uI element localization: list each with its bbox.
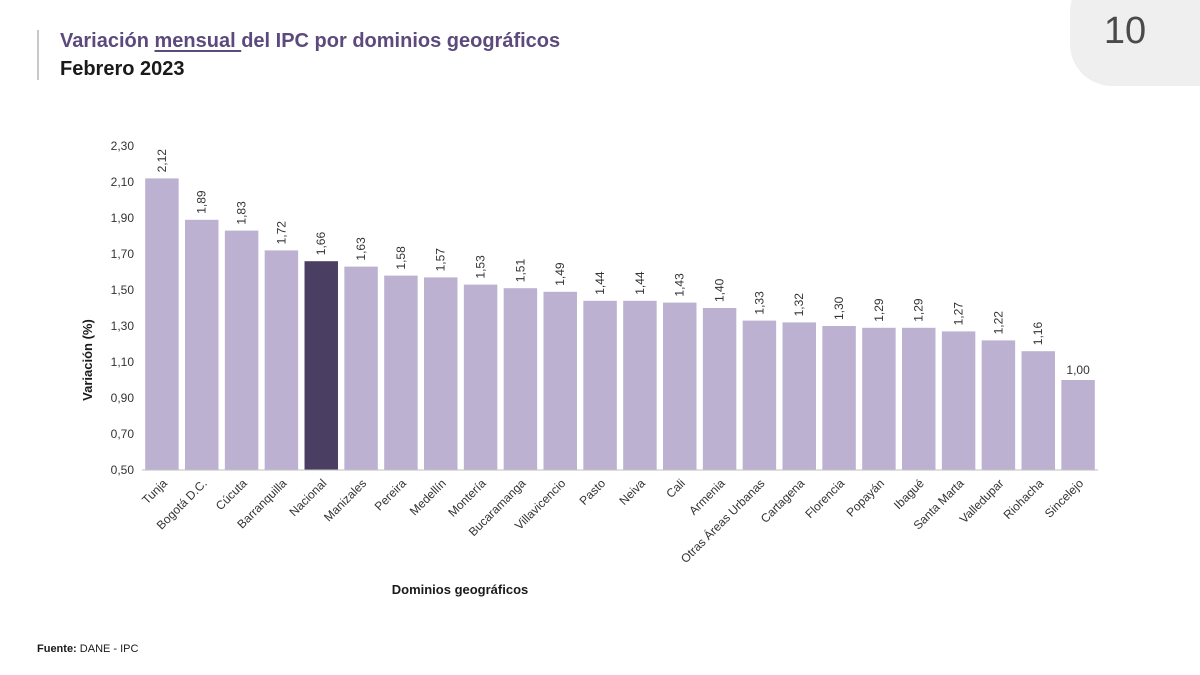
header-accent-bar [37,30,39,80]
bar-value-label: 1,72 [274,221,288,245]
bar [304,261,338,470]
bar [145,178,179,470]
bar-value-label: 1,43 [673,273,687,297]
y-tick-label: 2,30 [111,139,135,153]
bar [384,275,418,470]
bar-value-label: 1,89 [195,190,209,214]
bar-value-label: 1,53 [474,255,488,279]
bar-value-label: 1,16 [1031,322,1045,346]
bar [902,327,936,470]
bar [822,326,856,470]
bar [1021,351,1055,470]
bar [344,266,378,470]
page-number-tab [1070,0,1200,86]
bar [623,300,657,470]
x-tick-label: Cartagena [758,476,808,526]
y-tick-label: 0,70 [111,427,135,441]
title-part-2: del IPC por dominios geográficos [241,30,561,52]
bar [503,288,538,470]
bar [702,308,737,470]
bar [264,250,299,470]
y-tick-label: 2,10 [111,175,135,189]
bar-value-label: 1,66 [314,232,328,256]
bar [862,327,896,470]
bar-value-label: 2,12 [155,149,169,173]
page-title: Variación mensual del IPC por dominios g… [60,30,560,53]
bar [981,340,1016,470]
page-number: 10 [1103,10,1147,52]
x-tick-label: Tunja [139,476,170,507]
bar [543,291,577,470]
x-axis-title: Dominios geográficos [392,582,529,597]
bar-value-label: 1,83 [235,201,249,225]
title-underlined-word: mensual [154,30,242,52]
bar [663,302,697,470]
bar [424,277,458,470]
y-tick-label: 0,90 [111,391,135,405]
source-label: Fuente: [37,643,77,655]
title-part-1: Variación [60,30,155,52]
y-axis-title: Variación (%) [80,319,95,401]
bar [583,300,617,470]
x-tick-label: Riohacha [1001,476,1047,522]
y-tick-label: 1,70 [111,247,135,261]
bar-value-label: 1,30 [832,296,846,320]
x-tick-label: Cali [663,476,688,501]
x-tick-label: Pereira [372,476,409,513]
bar [224,230,259,470]
source-text: DANE - IPC [76,643,139,655]
y-tick-label: 1,30 [111,319,135,333]
bar-value-label: 1,51 [513,259,527,283]
bar-value-label: 1,58 [394,246,408,270]
bar-value-label: 1,27 [952,302,966,326]
y-tick-label: 1,10 [111,355,135,369]
x-tick-label: Neiva [616,476,648,508]
x-tick-label: Popayán [844,476,887,519]
x-tick-label: Ibagué [891,476,927,512]
y-tick-label: 1,90 [111,211,135,225]
bar [463,284,498,470]
bar-value-label: 1,49 [553,262,567,286]
bar-value-label: 1,44 [633,271,647,295]
x-tick-label: Cúcuta [213,476,250,513]
x-tick-label: Pasto [577,476,609,508]
x-tick-label: Manizales [321,476,369,524]
bar-value-label: 1,22 [991,311,1005,335]
x-tick-label: Medellín [407,476,449,518]
bar-value-label: 1,32 [792,293,806,317]
bar [1061,380,1095,470]
x-tick-label: Sincelejo [1042,476,1087,521]
bar-value-label: 1,57 [434,248,448,272]
bar [742,320,777,470]
y-tick-label: 1,50 [111,283,135,297]
bar-value-label: 1,29 [912,298,926,322]
bar-value-label: 1,29 [872,298,886,322]
bar [941,331,976,470]
bar [782,322,816,470]
bar [185,219,219,470]
x-tick-label: Florencia [802,476,847,521]
bar-value-label: 1,63 [354,237,368,261]
bar-value-label: 1,44 [593,271,607,295]
source-note: Fuente: DANE - IPC [37,643,138,655]
bar-value-label: 1,40 [713,278,727,302]
bar-value-label: 1,00 [1066,363,1090,377]
bar-value-label: 1,33 [752,291,766,315]
y-tick-label: 0,50 [111,463,135,477]
page-subtitle: Febrero 2023 [60,58,185,80]
